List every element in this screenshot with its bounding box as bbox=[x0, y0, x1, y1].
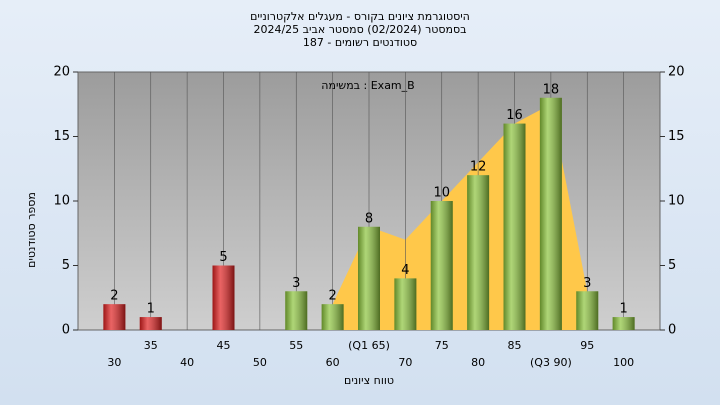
bar-shade bbox=[358, 226, 380, 330]
data-label: 5 bbox=[219, 250, 227, 265]
x-tick-label: 95 bbox=[580, 339, 594, 352]
x-tick-label: 100 bbox=[613, 356, 634, 369]
data-label: 16 bbox=[506, 108, 523, 123]
data-label: 2 bbox=[110, 289, 118, 304]
bar-shade bbox=[467, 175, 490, 330]
x-tick-label: 80 bbox=[471, 356, 485, 369]
x-tick-label: 40 bbox=[180, 356, 194, 369]
bar-shade bbox=[503, 123, 526, 330]
y2-tick-label: 5 bbox=[668, 258, 676, 273]
x-tick-label: 75 bbox=[435, 339, 449, 352]
chart-title: בסמסטר (02/2024) סמסטר אביב 2024/25 bbox=[253, 23, 466, 36]
y2-tick-label: 20 bbox=[668, 65, 685, 80]
bar-shade bbox=[430, 201, 453, 330]
x-tick-label: 30 bbox=[107, 356, 121, 369]
y-axis-label: מספר סטודנטים bbox=[25, 192, 38, 268]
data-label: 3 bbox=[583, 276, 591, 291]
bar-shade bbox=[139, 317, 162, 330]
data-label: 1 bbox=[147, 302, 155, 317]
bar-shade bbox=[539, 97, 562, 330]
bar-shade bbox=[212, 265, 235, 330]
data-label: 2 bbox=[328, 289, 336, 304]
x-tick-label: 85 bbox=[508, 339, 522, 352]
y2-tick-label: 15 bbox=[668, 129, 685, 144]
data-label: 12 bbox=[470, 160, 487, 175]
annotation: במשימה : Exam_B bbox=[321, 79, 414, 92]
x-axis-label: טווח ציונים bbox=[344, 374, 394, 387]
x-tick-label: 70 bbox=[398, 356, 412, 369]
x-tick-label: 35 bbox=[144, 339, 158, 352]
y-tick-label: 10 bbox=[53, 194, 70, 209]
y2-tick-label: 10 bbox=[668, 194, 685, 209]
bar-shade bbox=[321, 304, 344, 330]
chart-title: היסטוגרמת ציונים בקורס - מעגלים אלקטרוני… bbox=[250, 10, 470, 23]
bar-shade bbox=[285, 291, 308, 330]
x-tick-label: 60 bbox=[326, 356, 340, 369]
y-tick-label: 0 bbox=[62, 323, 70, 338]
data-label: 1 bbox=[619, 302, 627, 317]
y2-tick-label: 0 bbox=[668, 323, 676, 338]
bar-shade bbox=[576, 291, 599, 330]
x-tick-label: 55 bbox=[289, 339, 303, 352]
bar-shade bbox=[103, 304, 126, 330]
y-tick-label: 20 bbox=[53, 65, 70, 80]
y-tick-label: 5 bbox=[62, 258, 70, 273]
data-label: 8 bbox=[365, 211, 373, 226]
x-tick-label: 45 bbox=[217, 339, 231, 352]
bar-shade bbox=[394, 278, 417, 330]
chart-title: סטודנטים רשומים - 187 bbox=[303, 36, 417, 49]
x-tick-label: (Q3 90) bbox=[530, 356, 572, 369]
x-tick-label: (Q1 65) bbox=[348, 339, 390, 352]
data-label: 3 bbox=[292, 276, 300, 291]
data-label: 18 bbox=[543, 82, 560, 97]
data-label: 10 bbox=[433, 186, 450, 201]
x-tick-label: 50 bbox=[253, 356, 267, 369]
y-tick-label: 15 bbox=[53, 129, 70, 144]
data-label: 4 bbox=[401, 263, 409, 278]
bar-shade bbox=[612, 317, 635, 330]
